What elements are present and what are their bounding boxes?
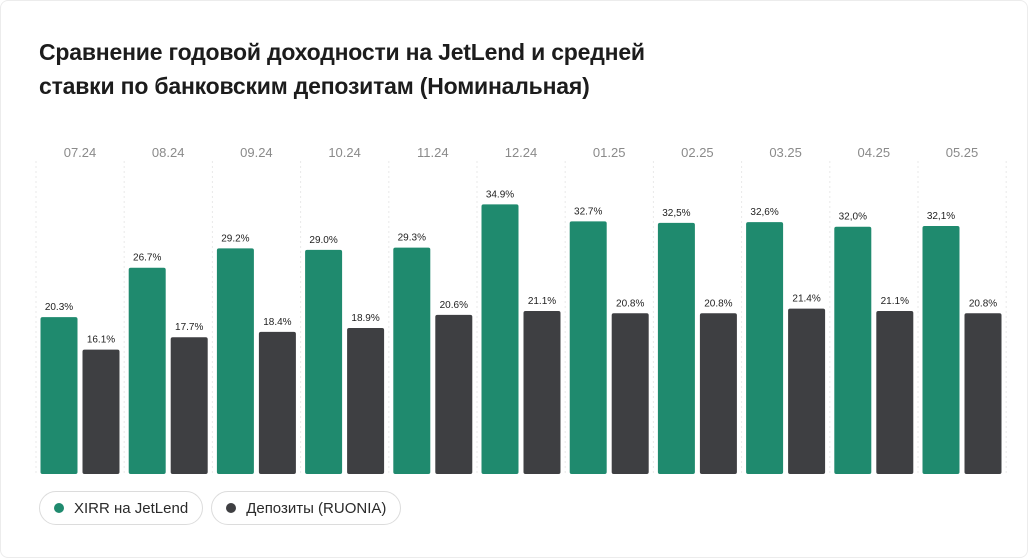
data-label-jetlend: 32,0% — [839, 212, 867, 223]
bar-jetlend — [393, 247, 431, 474]
legend-swatch-jetlend — [54, 503, 64, 513]
bar-jetlend — [216, 248, 254, 474]
data-label-jetlend: 29.3% — [398, 233, 426, 244]
legend-label-deposits: Депозиты (RUONIA) — [246, 499, 387, 517]
x-tick-label: 03.25 — [769, 145, 802, 160]
legend-swatch-deposits — [226, 503, 237, 513]
bar-deposits — [82, 349, 120, 474]
bar-deposits — [876, 310, 914, 474]
bar-jetlend — [834, 226, 872, 474]
legend-label-jetlend: XIRR на JetLend — [74, 499, 189, 517]
data-label-deposits: 21.1% — [528, 296, 556, 307]
bar-chart: 07.24 20.3% 16.1% 08.24 26.7% 17.7% 09.24 29.2%… — [35, 145, 1007, 474]
bar-deposits — [699, 313, 737, 474]
data-label-jetlend: 32.7% — [574, 206, 602, 217]
data-label-deposits: 21.1% — [881, 296, 909, 307]
x-tick-label: 07.24 — [64, 145, 97, 160]
chart-legend: XIRR на JetLend Депозиты (RUONIA) — [39, 491, 402, 525]
bar-deposits — [435, 314, 473, 474]
x-tick-label: 11.24 — [417, 145, 449, 160]
data-label-deposits: 21.4% — [792, 294, 820, 305]
bar-jetlend — [305, 249, 343, 474]
bar-jetlend — [922, 225, 960, 474]
data-label-jetlend: 32,5% — [662, 208, 690, 219]
bar-jetlend — [657, 222, 695, 474]
data-label-jetlend: 29.0% — [309, 235, 337, 246]
bar-jetlend — [40, 317, 78, 474]
legend-item-jetlend[interactable]: XIRR на JetLend — [39, 491, 204, 525]
bar-jetlend — [481, 204, 519, 474]
data-label-deposits: 18.9% — [351, 313, 379, 324]
bar-jetlend — [746, 222, 784, 474]
x-tick-label: 09.24 — [240, 145, 273, 160]
x-tick-label: 08.24 — [152, 145, 185, 160]
data-label-jetlend: 20.3% — [45, 302, 73, 313]
data-label-jetlend: 29.2% — [221, 233, 249, 244]
data-label-deposits: 20.8% — [616, 298, 644, 309]
bar-deposits — [170, 337, 208, 474]
bar-jetlend — [569, 221, 607, 474]
bar-deposits — [964, 313, 1002, 474]
x-tick-label: 05.25 — [946, 145, 979, 160]
x-tick-label: 12.24 — [505, 145, 538, 160]
data-label-deposits: 17.7% — [175, 322, 203, 333]
bar-deposits — [258, 331, 296, 474]
legend-item-deposits[interactable]: Депозиты (RUONIA) — [211, 491, 402, 525]
bar-deposits — [347, 327, 385, 474]
bar-deposits — [523, 310, 561, 474]
bar-deposits — [611, 313, 649, 474]
bar-deposits — [788, 308, 826, 474]
data-label-deposits: 20.8% — [704, 298, 732, 309]
x-tick-label: 04.25 — [858, 145, 891, 160]
data-label-jetlend: 32,6% — [750, 207, 778, 218]
data-label-jetlend: 32,1% — [927, 211, 955, 222]
bar-jetlend — [128, 267, 166, 474]
data-label-jetlend: 34.9% — [486, 189, 514, 200]
data-label-deposits: 18.4% — [263, 317, 291, 328]
data-label-deposits: 20.8% — [969, 298, 997, 309]
data-label-deposits: 20.6% — [440, 300, 468, 311]
x-tick-label: 01.25 — [593, 145, 626, 160]
chart-title: Сравнение годовой доходности на JetLend … — [39, 39, 645, 99]
data-label-jetlend: 26.7% — [133, 253, 161, 264]
x-tick-label: 10.24 — [328, 145, 361, 160]
data-label-deposits: 16.1% — [87, 335, 115, 346]
x-tick-label: 02.25 — [681, 145, 714, 160]
